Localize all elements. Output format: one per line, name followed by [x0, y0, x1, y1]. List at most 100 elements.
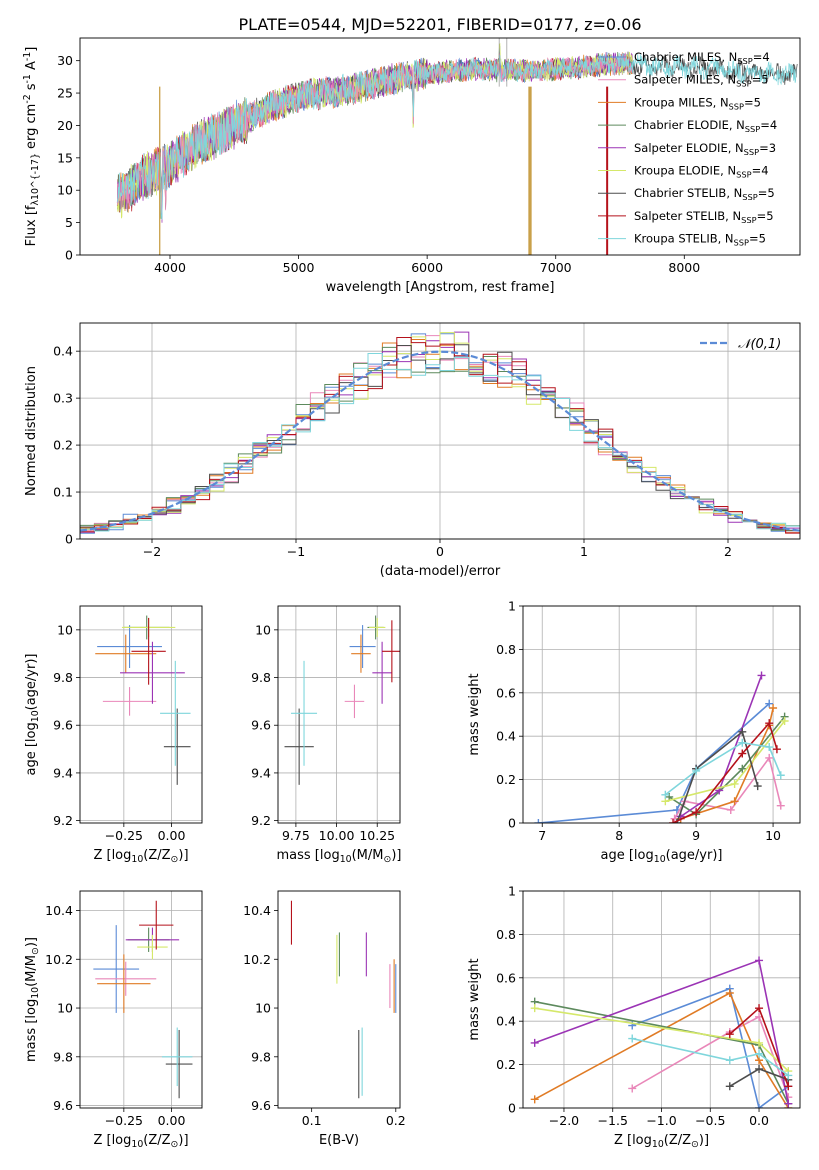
axes-frame	[522, 890, 801, 1109]
weight-line-miles-kroupa	[680, 707, 774, 820]
spectrum-line-stelib-kroupa	[116, 52, 797, 220]
label-part: SSP	[745, 124, 760, 134]
spectrum-lines	[116, 38, 798, 255]
x-tick-label: 0.0	[749, 1113, 769, 1128]
errorbar-elodie-kroupa	[137, 934, 168, 960]
weight-marker	[757, 671, 766, 680]
label-part: A	[24, 61, 39, 74]
errorbar-stelib-salpeter	[131, 617, 166, 685]
y-tick-label: 10	[57, 622, 73, 637]
weight-line-miles-chabrier	[631, 987, 789, 1108]
label-part: (M/M	[352, 848, 384, 863]
y-tick-label: 5	[65, 215, 73, 230]
errorbars	[290, 900, 397, 1099]
weight-marker	[530, 1004, 539, 1013]
x-tick-label: 5000	[283, 260, 315, 275]
legend-normal-label: 𝒩(0,1)	[738, 337, 781, 352]
legend-label-0: Chabrier MILES, NSSP=4	[634, 50, 770, 66]
label-part: SSP	[734, 238, 749, 248]
label-part: -1	[22, 74, 33, 83]
x-tick-label: 1	[580, 544, 588, 559]
x-tick-label: 9	[692, 828, 700, 843]
y-tick-label: 9.2	[53, 813, 73, 828]
errorbar-stelib-salpeter	[382, 620, 400, 683]
label-part: Salpeter STELIB, N	[634, 209, 741, 223]
axes-frame	[522, 605, 801, 824]
label-part: wavelength [Angstrom, rest frame]	[326, 280, 555, 295]
label-part: Chabrier ELODIE, N	[634, 118, 745, 132]
label-part: SSP	[742, 192, 757, 202]
weight-marker	[776, 801, 785, 810]
y-tick-label: 0.1	[53, 485, 73, 500]
errorbar-elodie-salpeter	[120, 641, 185, 704]
label-part: 10	[652, 1139, 664, 1150]
label-part: =4	[760, 118, 777, 132]
y-tick-label: 9.6	[251, 1098, 271, 1113]
y-tick-label: 0.6	[496, 685, 516, 700]
x-tick-label: 8	[615, 828, 623, 843]
axes-frame	[79, 322, 801, 540]
y-tick-label: 1	[508, 599, 516, 614]
x-tick-label: 4000	[154, 260, 186, 275]
y-tick-label: 9.4	[53, 765, 73, 780]
figure-title: PLATE=0544, MJD=52201, FIBERID=0177, z=0…	[238, 15, 641, 34]
weight-marker	[780, 717, 789, 726]
label-part: (Z/Z	[664, 1133, 691, 1148]
axes-frame	[277, 890, 401, 1109]
y-tick-label: 10.2	[45, 952, 73, 967]
x-tick-label: −0.25	[105, 828, 143, 843]
label-part: ]	[24, 47, 39, 52]
label-part: mass [log	[24, 999, 39, 1062]
x-tick-label: 10	[765, 828, 781, 843]
y-tick-label: 10.2	[243, 952, 271, 967]
y-axis-label: Normed distribution	[24, 366, 39, 496]
label-part: )]	[178, 848, 188, 863]
x-tick-label: 0	[436, 544, 444, 559]
y-axis-label: mass [log10(M/M⊙)]	[24, 937, 41, 1062]
weight-marker	[730, 797, 739, 806]
x-tick-label: 8000	[668, 260, 700, 275]
label-part: 10	[131, 1139, 143, 1150]
x-tick-label: −1.5	[598, 1113, 628, 1128]
errorbar-stelib-salpeter	[139, 900, 174, 950]
label-part: Kroupa MILES, N	[634, 95, 729, 109]
weight-marker	[669, 819, 678, 823]
x-tick-label: 2	[724, 544, 732, 559]
x-tick-label: 0.00	[158, 828, 186, 843]
errorbar-elodie-kroupa	[369, 617, 386, 637]
errorbar-stelib-chabrier	[163, 708, 191, 785]
y-tick-label: 9.6	[53, 718, 73, 733]
y-tick-label: 9.8	[53, 1049, 73, 1064]
weight-line-miles-chabrier	[538, 703, 770, 823]
x-tick-label: 0.1	[302, 1113, 322, 1128]
y-tick-label: 0.2	[496, 1057, 516, 1072]
weight-marker	[755, 956, 764, 965]
errorbar-stelib-kroupa	[291, 660, 318, 766]
label-part: mass weight	[467, 673, 482, 755]
label-part: age [log	[601, 848, 654, 863]
label-part: ⊙	[171, 854, 179, 865]
weight-marker	[725, 1030, 734, 1039]
weight-marker	[661, 790, 670, 799]
label-part: Kroupa STELIB, N	[634, 232, 734, 246]
label-part: =4	[752, 164, 769, 178]
weight-line-miles-kroupa	[534, 991, 789, 1108]
errorbar-miles-chabrier	[93, 925, 140, 1013]
label-part: SSP	[729, 101, 744, 111]
label-part: -2	[22, 94, 33, 103]
label-part: Z [log	[614, 1133, 652, 1148]
y-tick-label: 20	[57, 118, 73, 133]
y-tick-label: 25	[57, 86, 73, 101]
weight-marker	[784, 1099, 793, 1108]
x-axis-label: E(B-V)	[319, 1133, 359, 1148]
y-tick-label: 0.8	[496, 642, 516, 657]
mass-vs-extinction-panel: 0.1 0.2 9.6 9.8 10 10.2 10.4 E(B-V)	[243, 890, 406, 1148]
y-tick-label: 10	[57, 183, 73, 198]
errorbar-miles-kroupa	[97, 954, 151, 1013]
x-tick-label: −2.0	[549, 1113, 579, 1128]
x-tick-label: −1	[287, 544, 305, 559]
label-part: ⊙	[30, 947, 41, 955]
y-tick-label: 0.2	[496, 772, 516, 787]
x-axis-label: Z [log10(Z/Z⊙)]	[614, 1133, 709, 1150]
y-tick-label: 1	[508, 884, 516, 899]
